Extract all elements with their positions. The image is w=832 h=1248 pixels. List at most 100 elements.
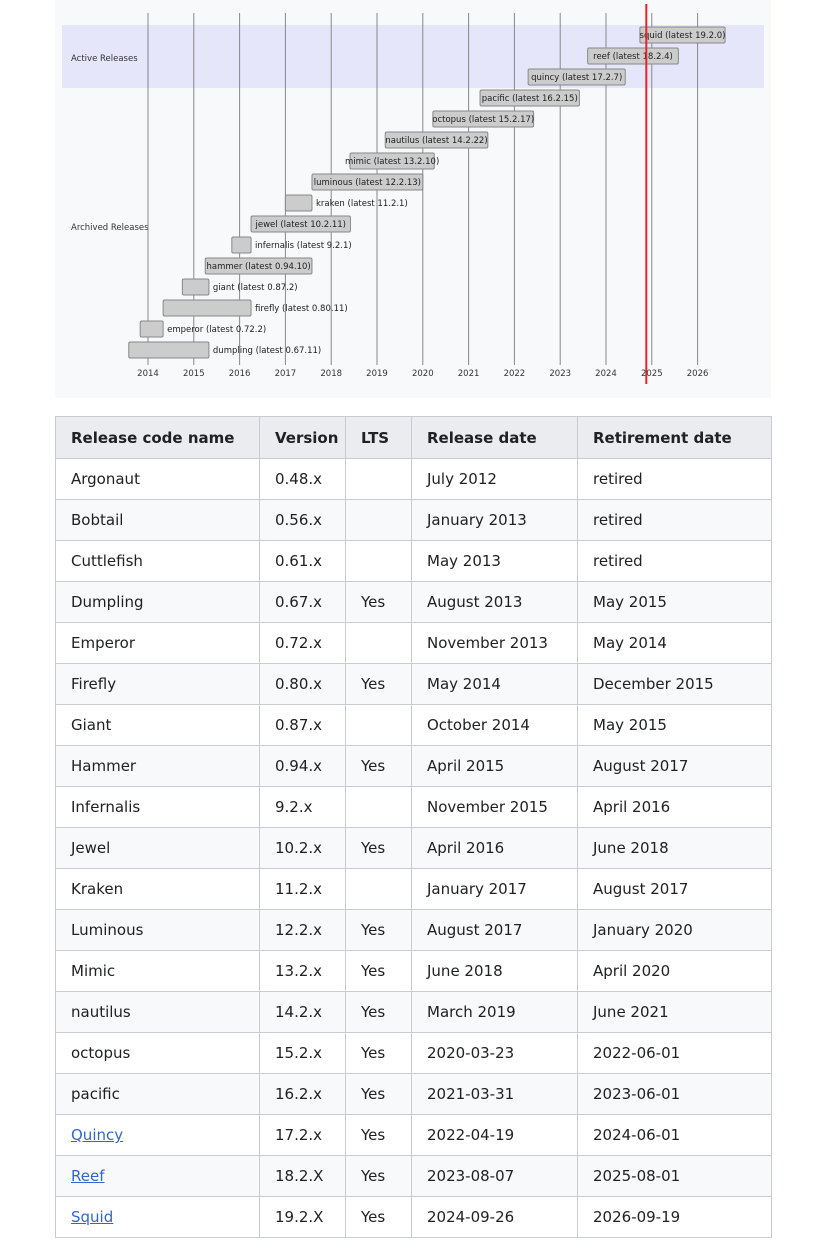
header-version: Version (259, 416, 346, 459)
year-tick-label: 2023 (549, 369, 571, 379)
cell-retirement-date: August 2017 (577, 868, 772, 910)
cell-lts: Yes (345, 663, 412, 705)
release-bar (527, 68, 626, 86)
cell-retirement-date: May 2014 (577, 622, 772, 664)
release-bar-label: firefly (latest 0.80.11) (255, 304, 348, 314)
timeline-svg: Active Releases Archived Releases 2014 2015… (62, 4, 764, 384)
year-tick-label: 2014 (137, 369, 159, 379)
cell-code-name: Argonaut (55, 458, 260, 500)
table-body: Argonaut 0.48.x July 2012 retired Bobtail 0.5… (55, 458, 772, 1238)
year-tick-label: 2017 (275, 369, 297, 379)
year-tick-label: 2015 (183, 369, 205, 379)
cell-lts (345, 786, 412, 828)
release-link[interactable]: Squid (71, 1208, 114, 1226)
release-bar (479, 89, 580, 107)
release-bar-label: emperor (latest 0.72.2) (167, 325, 266, 335)
cell-retirement-date: June 2021 (577, 991, 772, 1033)
table-row: Mimic 13.2.x Yes June 2018 April 2020 (55, 950, 772, 992)
cell-lts: Yes (345, 909, 412, 951)
cell-code-name: Firefly (55, 663, 260, 705)
release-bar-label: giant (latest 0.87.2) (213, 283, 298, 293)
cell-version: 0.87.x (259, 704, 346, 746)
table-row: Dumpling 0.67.x Yes August 2013 May 2015 (55, 581, 772, 623)
cell-lts: Yes (345, 1155, 412, 1197)
cell-release-date: May 2014 (411, 663, 578, 705)
cell-release-date: April 2016 (411, 827, 578, 869)
year-tick-label: 2025 (641, 369, 663, 379)
release-bar-label: squid (latest 19.2.0) (640, 31, 726, 41)
cell-version: 19.2.X (259, 1196, 346, 1238)
cell-release-date: January 2013 (411, 499, 578, 541)
cell-version: 0.67.x (259, 581, 346, 623)
cell-lts (345, 499, 412, 541)
release-bar (384, 131, 489, 149)
cell-version: 12.2.x (259, 909, 346, 951)
cell-release-date: 2022-04-19 (411, 1114, 578, 1156)
release-bar-label: jewel (latest 10.2.11) (254, 220, 346, 230)
table-row: Bobtail 0.56.x January 2013 retired (55, 499, 772, 541)
table-header-row: Release code name Version LTS Release da… (55, 416, 772, 459)
year-tick-label: 2020 (412, 369, 434, 379)
release-bar (139, 320, 164, 338)
cell-version: 0.72.x (259, 622, 346, 664)
table-row: Kraken 11.2.x January 2017 August 2017 (55, 868, 772, 910)
cell-release-date: 2024-09-26 (411, 1196, 578, 1238)
release-bar (204, 257, 313, 275)
table-row: Infernalis 9.2.x November 2015 April 2016 (55, 786, 772, 828)
cell-release-date: 2021-03-31 (411, 1073, 578, 1115)
cell-code-name: Mimic (55, 950, 260, 992)
year-tick-label: 2016 (229, 369, 251, 379)
cell-code-name: Cuttlefish (55, 540, 260, 582)
cell-release-date: July 2012 (411, 458, 578, 500)
cell-release-date: June 2018 (411, 950, 578, 992)
table-row: Squid 19.2.X Yes 2024-09-26 2026-09-19 (55, 1196, 772, 1238)
cell-release-date: August 2013 (411, 581, 578, 623)
cell-code-name: pacific (55, 1073, 260, 1115)
table-row: pacific 16.2.x Yes 2021-03-31 2023-06-01 (55, 1073, 772, 1115)
cell-lts: Yes (345, 581, 412, 623)
cell-code-name: Dumpling (55, 581, 260, 623)
archived-releases-label: Archived Releases (71, 223, 149, 233)
release-bar-label: hammer (latest 0.94.10) (206, 262, 310, 272)
cell-release-date: November 2013 (411, 622, 578, 664)
cell-version: 18.2.X (259, 1155, 346, 1197)
cell-retirement-date: 2023-06-01 (577, 1073, 772, 1115)
cell-release-date: November 2015 (411, 786, 578, 828)
table-row: Argonaut 0.48.x July 2012 retired (55, 458, 772, 500)
release-bar (639, 26, 726, 44)
cell-release-date: August 2017 (411, 909, 578, 951)
cell-code-name: Luminous (55, 909, 260, 951)
cell-version: 10.2.x (259, 827, 346, 869)
header-code-name: Release code name (55, 416, 260, 459)
table-row: nautilus 14.2.x Yes March 2019 June 2021 (55, 991, 772, 1033)
release-bar (250, 215, 351, 233)
active-releases-label: Active Releases (71, 54, 138, 64)
cell-release-date: 2020-03-23 (411, 1032, 578, 1074)
cell-retirement-date: June 2018 (577, 827, 772, 869)
release-bar (128, 341, 210, 359)
cell-code-name: nautilus (55, 991, 260, 1033)
year-tick-label: 2019 (366, 369, 388, 379)
table-row: octopus 15.2.x Yes 2020-03-23 2022-06-01 (55, 1032, 772, 1074)
cell-code-name: Infernalis (55, 786, 260, 828)
cell-code-name: Emperor (55, 622, 260, 664)
cell-code-name: Reef (55, 1155, 260, 1197)
year-tick-label: 2021 (458, 369, 480, 379)
cell-retirement-date: April 2016 (577, 786, 772, 828)
release-bar-label: quincy (latest 17.2.7) (531, 73, 622, 83)
cell-version: 15.2.x (259, 1032, 346, 1074)
cell-lts: Yes (345, 1196, 412, 1238)
release-link[interactable]: Quincy (71, 1126, 124, 1144)
cell-version: 16.2.x (259, 1073, 346, 1115)
year-tick-label: 2022 (504, 369, 526, 379)
cell-retirement-date: August 2017 (577, 745, 772, 787)
cell-version: 11.2.x (259, 868, 346, 910)
cell-version: 17.2.x (259, 1114, 346, 1156)
cell-release-date: March 2019 (411, 991, 578, 1033)
cell-code-name: Hammer (55, 745, 260, 787)
table-row: Cuttlefish 0.61.x May 2013 retired (55, 540, 772, 582)
release-link[interactable]: Reef (71, 1167, 105, 1185)
cell-retirement-date: retired (577, 499, 772, 541)
release-timeline-chart: Active Releases Archived Releases 2014 2015… (55, 0, 771, 398)
cell-version: 9.2.x (259, 786, 346, 828)
